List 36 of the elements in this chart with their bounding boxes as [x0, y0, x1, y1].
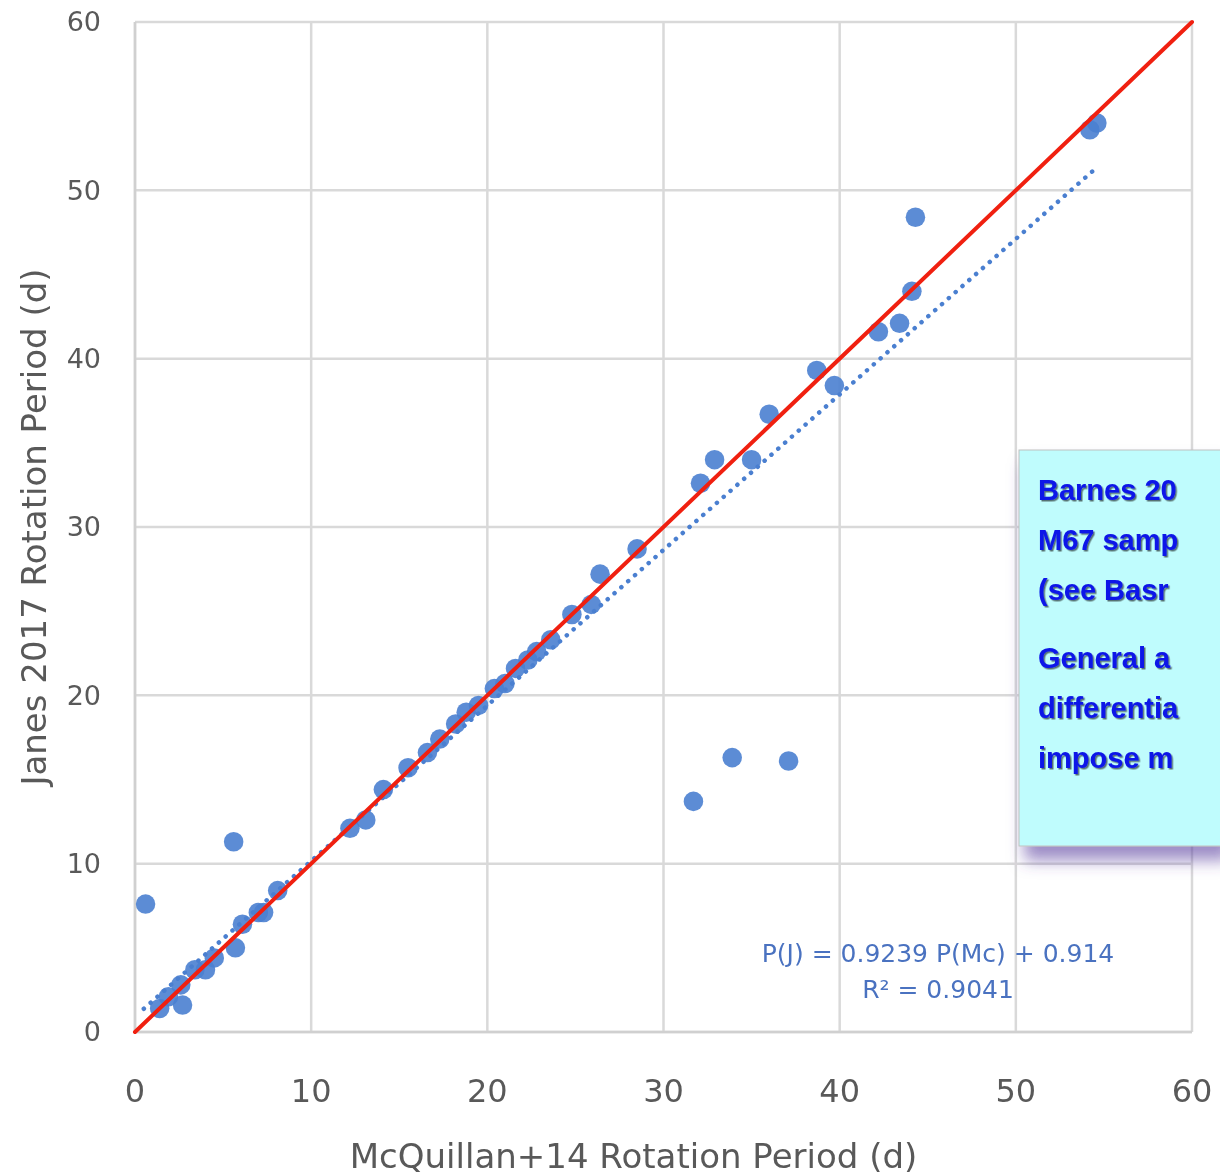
- point: [778, 751, 799, 771]
- point: [722, 747, 742, 768]
- y-tick-label: 60: [66, 6, 101, 38]
- point: [741, 449, 762, 470]
- x-tick-label: 50: [995, 1072, 1037, 1110]
- point: [590, 564, 610, 584]
- point: [889, 313, 910, 334]
- annotation: impose m: [1038, 742, 1174, 774]
- annotation: M67 samp: [1038, 524, 1179, 556]
- y-tick-label: 40: [66, 343, 101, 375]
- annotation: (see Basr: [1038, 574, 1169, 606]
- point: [704, 449, 725, 470]
- y-tick-label: 20: [66, 679, 101, 711]
- x-tick-label: 10: [290, 1072, 332, 1110]
- y-tick-label: 50: [66, 174, 101, 206]
- x-tick-label: 0: [124, 1072, 146, 1110]
- x-axis-title: McQuillan+14 Rotation Period (d): [349, 1136, 918, 1176]
- annotation: R² = 0.9041: [862, 975, 1014, 1004]
- x-tick-label: 20: [466, 1072, 508, 1110]
- annotation: Barnes 20: [1038, 474, 1177, 506]
- y-axis-title: Janes 2017 Rotation Period (d): [14, 268, 54, 788]
- y-tick-label: 0: [83, 1016, 101, 1048]
- y-tick-label: 10: [66, 848, 101, 880]
- annotation: differentia: [1038, 692, 1180, 724]
- x-tick-label: 60: [1171, 1072, 1213, 1110]
- point: [223, 832, 244, 852]
- point: [824, 375, 845, 396]
- y-tick-label: 30: [66, 511, 101, 543]
- point: [683, 791, 704, 812]
- x-tick-label: 40: [819, 1072, 861, 1110]
- annotation: P(J) = 0.9239 P(Mc) + 0.914: [761, 939, 1115, 968]
- x-tick-label: 30: [643, 1072, 684, 1110]
- annotation: General a: [1038, 642, 1172, 674]
- point: [905, 207, 926, 228]
- point: [135, 894, 156, 914]
- point: [172, 995, 193, 1015]
